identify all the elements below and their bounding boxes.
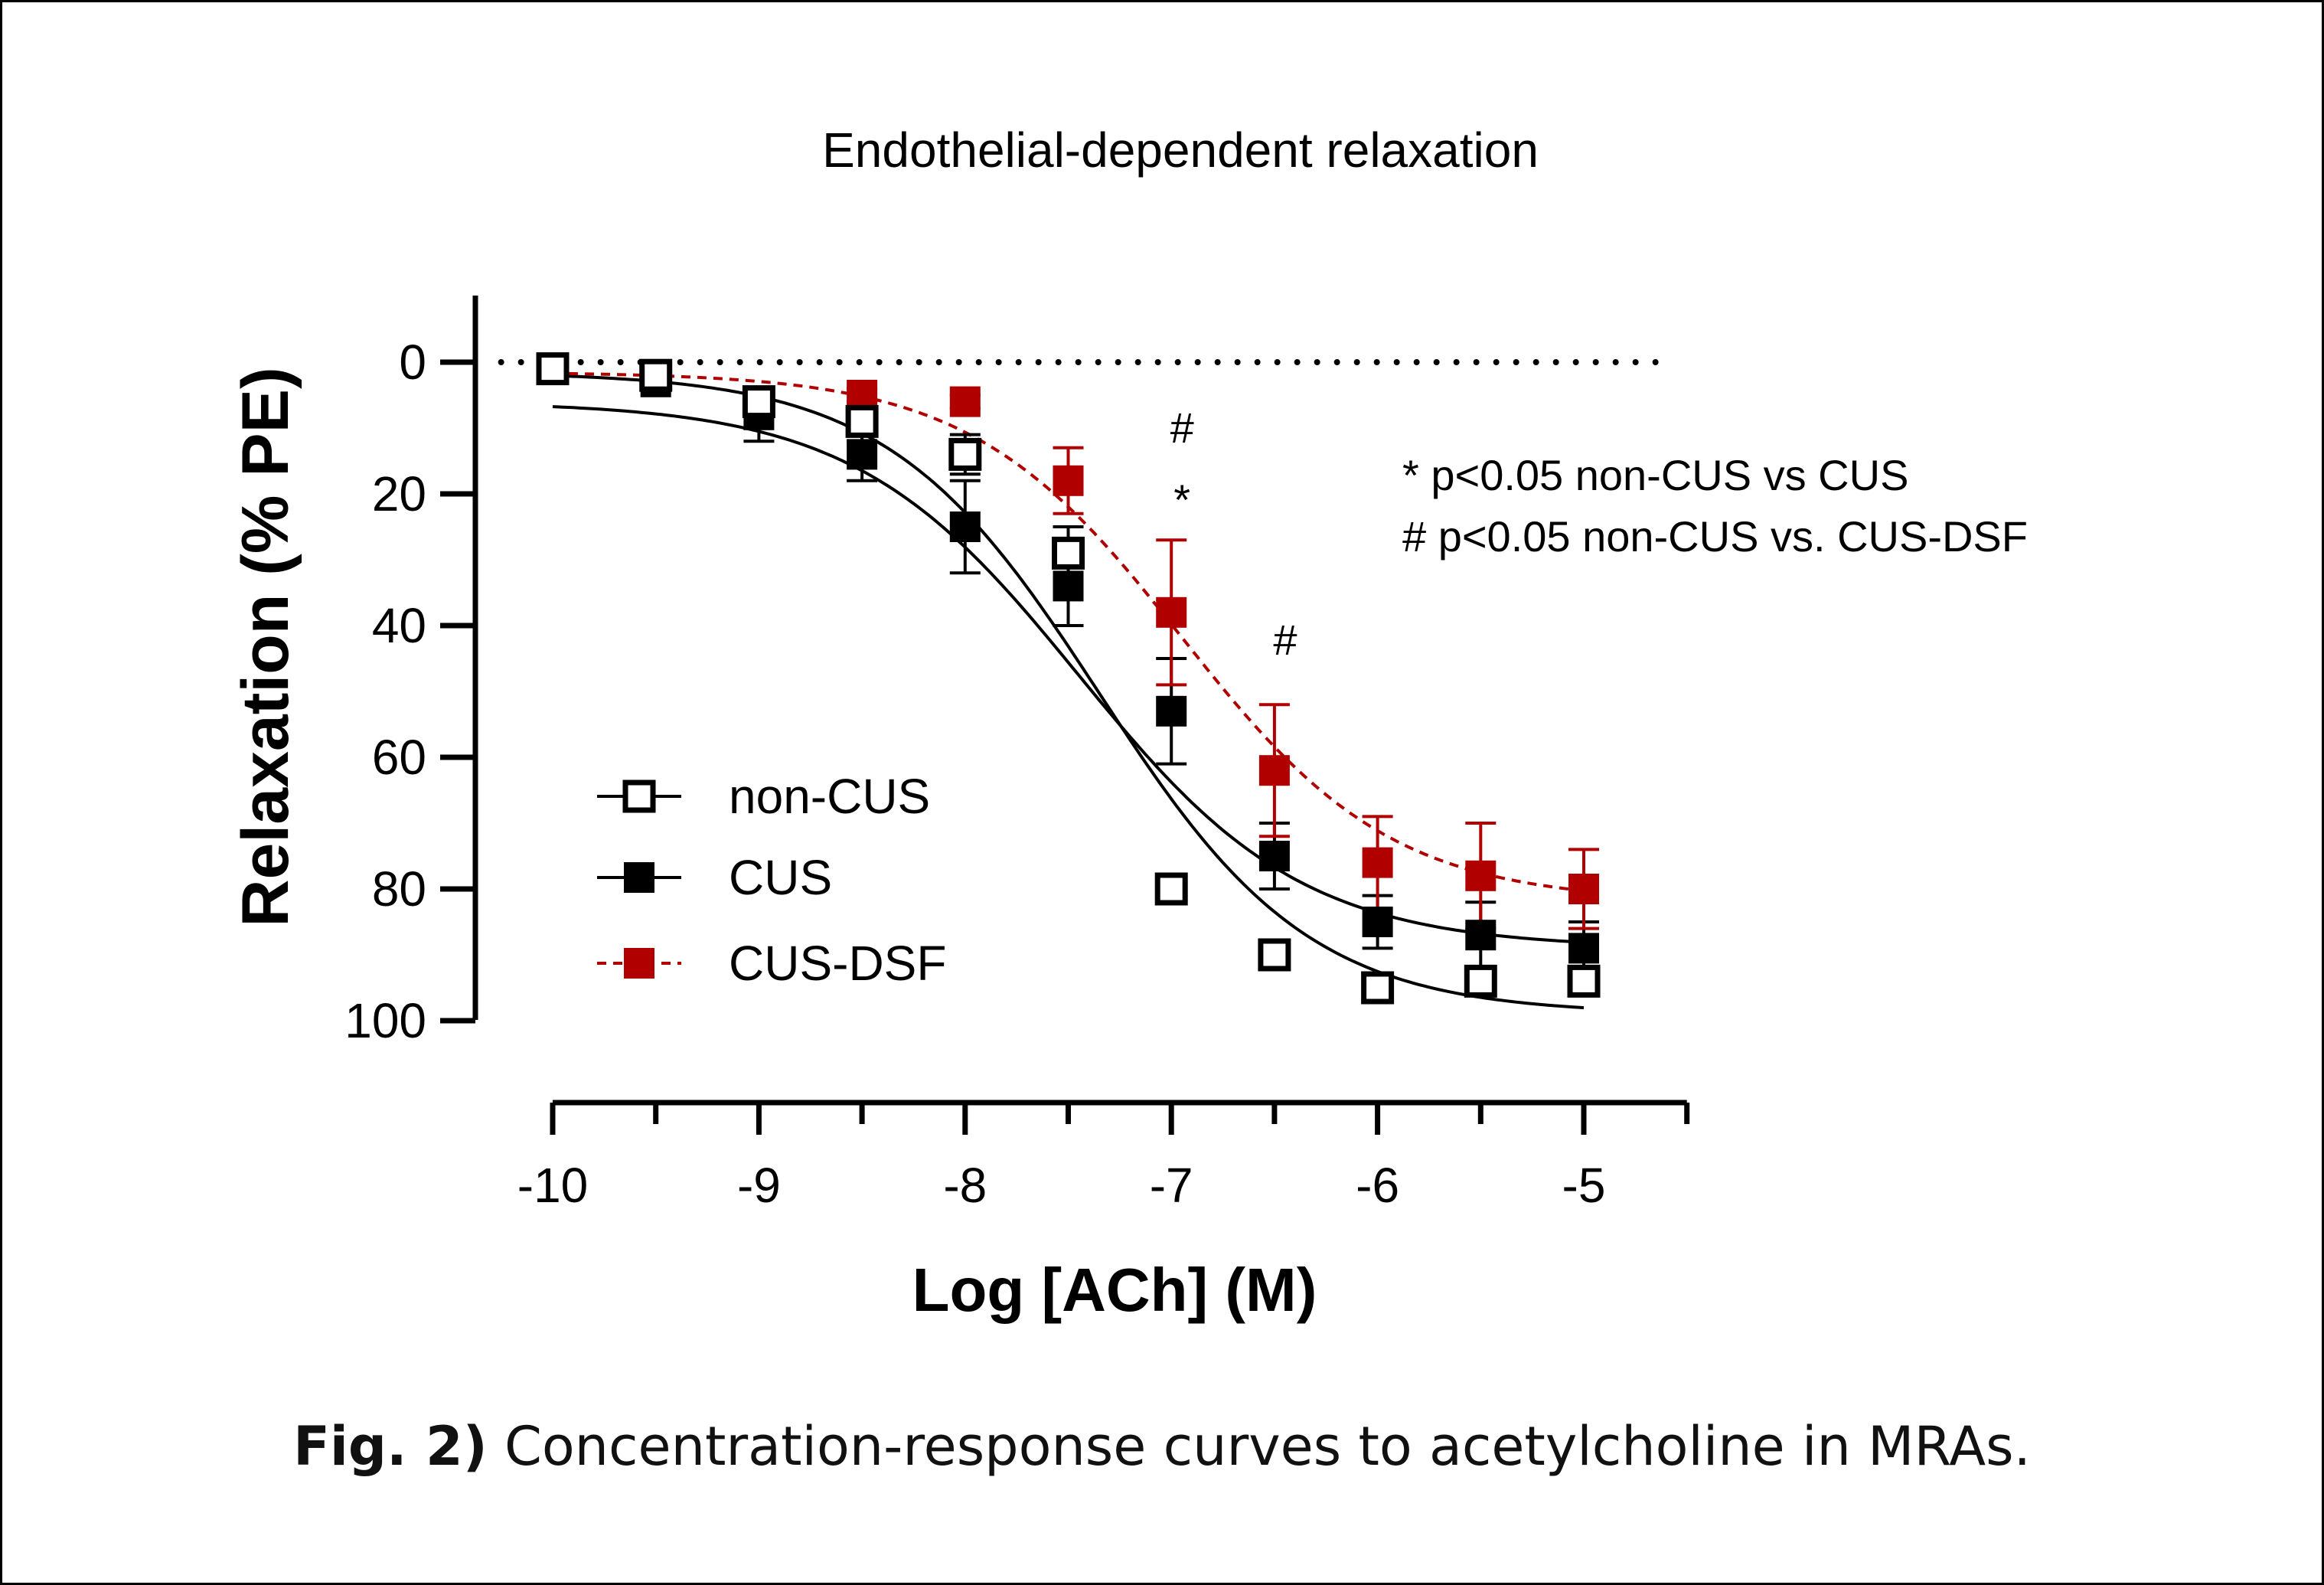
point-cus bbox=[949, 511, 981, 542]
legend-marker-cus-dsf bbox=[624, 948, 654, 979]
figure-caption: Fig. 2) Concentration-response curves to… bbox=[0, 1415, 2324, 1478]
point-cus-dsf bbox=[1568, 874, 1599, 904]
legend-marker-cus bbox=[624, 862, 654, 893]
point-non-cus bbox=[845, 404, 879, 438]
point-non-cus bbox=[1154, 872, 1188, 906]
x-tick-label: -9 bbox=[737, 1158, 781, 1213]
point-non-cus bbox=[1567, 964, 1601, 998]
point-cus bbox=[1362, 907, 1393, 937]
point-cus bbox=[1465, 920, 1497, 951]
x-tick-label: -8 bbox=[943, 1158, 987, 1213]
caption-label: Fig. 2) bbox=[293, 1415, 488, 1478]
x-tick-label: -6 bbox=[1356, 1158, 1399, 1213]
y-tick-label: 0 bbox=[399, 335, 426, 390]
point-cus bbox=[1156, 695, 1187, 727]
y-axis-label: Relaxation (% PE) bbox=[229, 367, 302, 926]
chart-title: Endothelial-dependent relaxation bbox=[822, 123, 1539, 178]
y-tick-label: 40 bbox=[372, 598, 426, 653]
point-non-cus bbox=[1052, 536, 1085, 570]
significance-symbol: # bbox=[1273, 616, 1297, 664]
x-tick-label: -7 bbox=[1150, 1158, 1193, 1213]
y-tick-label: 60 bbox=[372, 730, 426, 785]
point-non-cus bbox=[742, 385, 775, 419]
point-cus bbox=[1258, 841, 1290, 871]
axes: 0 20 40 60 80 100 -10 -9 -8 -7 -6 -5 bbox=[344, 296, 1690, 1213]
legend-marker-non-cus bbox=[622, 779, 656, 813]
point-cus-dsf bbox=[1156, 596, 1187, 628]
point-cus-dsf bbox=[1053, 465, 1084, 496]
point-non-cus bbox=[1464, 964, 1497, 998]
point-non-cus bbox=[639, 358, 673, 392]
legend-label-cus-dsf: CUS-DSF bbox=[729, 936, 946, 991]
data-points bbox=[536, 352, 1601, 1005]
y-tick-label: 80 bbox=[372, 861, 426, 917]
x-tick-label: -5 bbox=[1562, 1158, 1606, 1213]
annotation-line-2: # p<0.05 non-CUS vs. CUS-DSF bbox=[1402, 512, 2028, 560]
legend: non-CUS CUS CUS-DSF bbox=[597, 769, 946, 991]
point-non-cus bbox=[1258, 938, 1291, 972]
y-tick-label: 20 bbox=[372, 466, 426, 521]
point-cus bbox=[1568, 933, 1599, 964]
legend-label-non-cus: non-CUS bbox=[729, 769, 930, 824]
x-axis-label: Log [ACh] (M) bbox=[912, 1256, 1317, 1324]
point-non-cus bbox=[948, 437, 982, 471]
annotation-line-1: * p<0.05 non-CUS vs CUS bbox=[1402, 451, 1908, 499]
point-cus-dsf bbox=[1362, 847, 1393, 878]
caption-text: Concentration-response curves to acetylc… bbox=[487, 1415, 2031, 1478]
fit-curve-non-cus bbox=[552, 374, 1585, 1010]
x-tick-label: -10 bbox=[517, 1158, 589, 1213]
significance-symbol: # bbox=[1170, 404, 1194, 452]
significance-markers: # * # bbox=[1170, 404, 1297, 664]
y-tick-label: 100 bbox=[344, 993, 426, 1048]
point-cus-dsf bbox=[1258, 755, 1290, 786]
point-non-cus bbox=[1361, 971, 1395, 1005]
point-cus bbox=[1053, 570, 1084, 602]
legend-label-cus: CUS bbox=[729, 850, 832, 905]
point-cus-dsf bbox=[949, 386, 981, 417]
significance-symbol: * bbox=[1173, 476, 1190, 524]
point-cus-dsf bbox=[1465, 860, 1497, 891]
point-cus bbox=[847, 439, 878, 470]
fit-curve-cus bbox=[552, 405, 1585, 944]
point-non-cus bbox=[536, 352, 570, 386]
